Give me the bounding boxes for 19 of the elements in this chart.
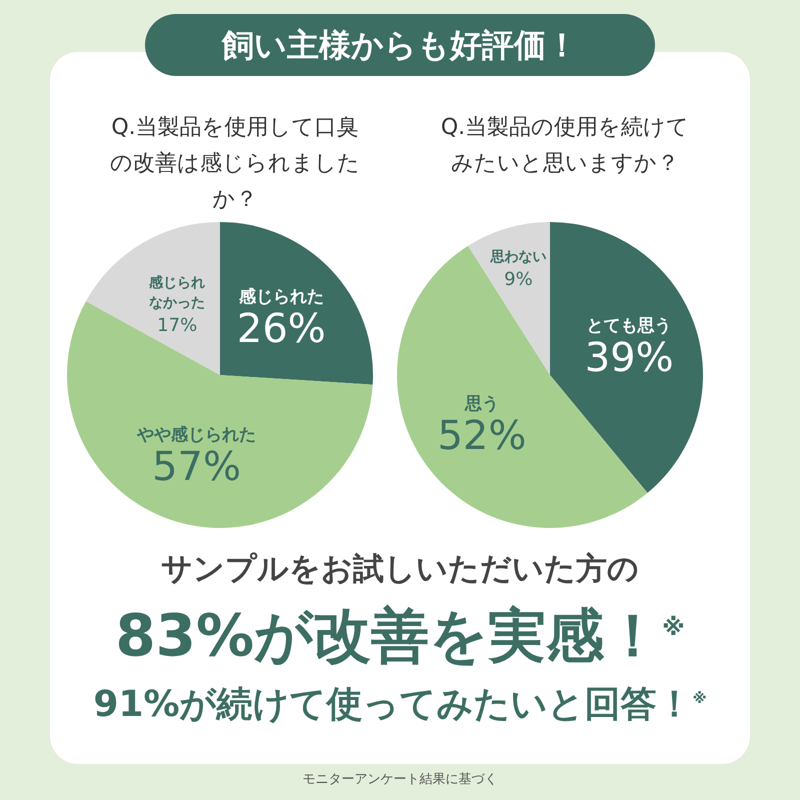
text: 飼い主様からも好評価！ [145, 14, 655, 76]
text: 83%が改善を実感！$^{※}$ [114, 600, 686, 672]
slice-label: 感じられた [238, 286, 324, 307]
data-label: 9% [504, 268, 533, 290]
data-label: 17% [157, 315, 198, 336]
data-label: 57% [152, 444, 241, 490]
slice-label: 思わない [489, 248, 546, 265]
text: 91%が続けて使ってみたいと回答！$^{※}$ [92, 683, 708, 728]
chart-title: Q.当製品の使用を続けてみたいと思いますか？ [440, 114, 690, 178]
data-label: 52% [437, 412, 526, 459]
slice-label: やや感じられた [136, 425, 256, 446]
data-label: 26% [236, 306, 326, 352]
slice-label: とても思う [586, 316, 672, 336]
slice-label: 思う [464, 394, 499, 414]
slice-label: 感じられなかった [148, 275, 206, 312]
chart-title: Q.当製品を使用して口臭の改善は感じられましたか？ [110, 114, 360, 214]
text: サンプルをお試しいただいた方の [160, 550, 640, 589]
text: モニターアンケート結果に基づく [302, 771, 498, 788]
data-label: 39% [584, 334, 674, 381]
